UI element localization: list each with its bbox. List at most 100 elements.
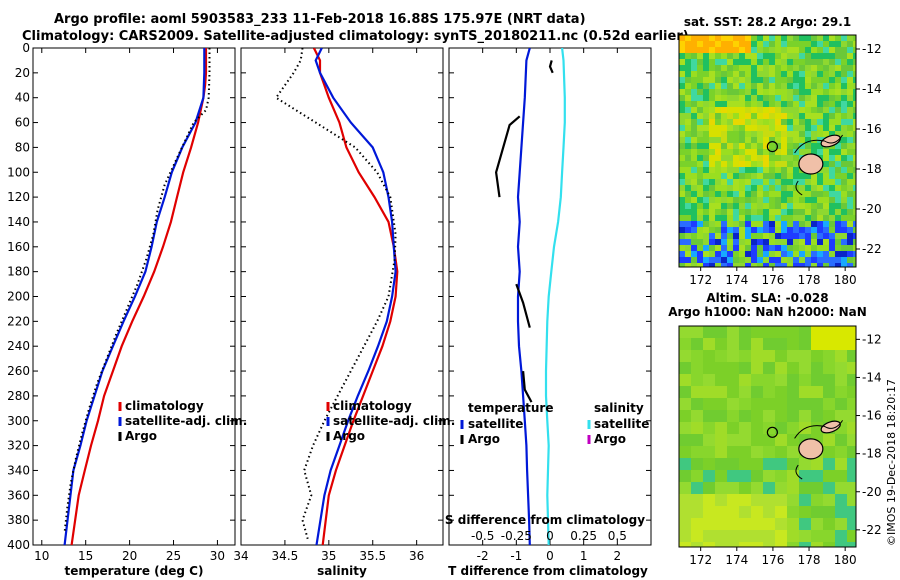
map-cell bbox=[733, 215, 740, 222]
map-cell bbox=[769, 233, 776, 240]
map-cell bbox=[793, 233, 800, 240]
map-cell bbox=[847, 410, 856, 423]
map-cell bbox=[757, 197, 764, 204]
map-cell bbox=[739, 35, 746, 42]
map-cell bbox=[727, 350, 740, 363]
map-cell bbox=[841, 107, 848, 114]
map-cell bbox=[781, 173, 788, 180]
map-cell bbox=[853, 101, 856, 108]
map-cell bbox=[799, 83, 806, 90]
map-cell bbox=[691, 245, 698, 252]
map-cell bbox=[751, 398, 764, 411]
series-line-t-argo-mid bbox=[494, 115, 521, 198]
map-cell bbox=[703, 350, 716, 363]
map-cell bbox=[691, 143, 698, 150]
map-cell bbox=[781, 227, 788, 234]
map-cell bbox=[727, 410, 740, 423]
series-line-satellite bbox=[314, 48, 397, 545]
map-cell bbox=[793, 137, 800, 144]
map-cell bbox=[751, 410, 764, 423]
map-cell bbox=[775, 494, 788, 507]
map-cell bbox=[823, 470, 836, 483]
map-cell bbox=[721, 71, 728, 78]
map-cell bbox=[703, 386, 716, 399]
map-cell bbox=[763, 518, 776, 531]
map-cell bbox=[835, 185, 842, 192]
map-cell bbox=[775, 113, 782, 120]
map-cell bbox=[679, 65, 686, 72]
map-cell bbox=[715, 386, 728, 399]
map-cell bbox=[679, 398, 692, 411]
map-cell bbox=[727, 185, 734, 192]
map-cell bbox=[799, 137, 806, 144]
map-cell bbox=[787, 263, 794, 267]
map-cell bbox=[733, 149, 740, 156]
map-cell bbox=[757, 215, 764, 222]
map-cell bbox=[847, 65, 854, 72]
map-cell bbox=[763, 155, 770, 162]
map-lat-label: -20 bbox=[862, 202, 882, 216]
map-cell bbox=[751, 257, 758, 264]
map-cell bbox=[799, 482, 812, 495]
map-cell bbox=[811, 125, 818, 132]
map-cell bbox=[775, 161, 782, 168]
map-cell bbox=[781, 77, 788, 84]
map-cell bbox=[685, 119, 692, 126]
map-cell bbox=[685, 161, 692, 168]
map-cell bbox=[781, 245, 788, 252]
map-cell bbox=[751, 251, 758, 258]
map-cell bbox=[757, 113, 764, 120]
map-cell bbox=[721, 143, 728, 150]
map-cell bbox=[691, 107, 698, 114]
map-cell bbox=[691, 446, 704, 459]
map-cell bbox=[751, 83, 758, 90]
map-cell bbox=[811, 470, 824, 483]
map-cell bbox=[685, 227, 692, 234]
map-cell bbox=[799, 71, 806, 78]
plot-frame bbox=[240, 47, 444, 546]
map-cell bbox=[781, 191, 788, 198]
map-cell bbox=[727, 245, 734, 252]
map-cell bbox=[817, 191, 824, 198]
map-cell bbox=[715, 125, 722, 132]
map-cell bbox=[847, 326, 856, 339]
map-cell bbox=[703, 47, 710, 54]
map-cell bbox=[853, 149, 856, 156]
map-cell bbox=[811, 83, 818, 90]
map-cell bbox=[685, 143, 692, 150]
map-cell bbox=[835, 506, 848, 519]
map-cell bbox=[835, 518, 848, 531]
map-cell bbox=[781, 203, 788, 210]
map-cell bbox=[715, 143, 722, 150]
map-cell bbox=[697, 221, 704, 228]
map-cell bbox=[841, 53, 848, 60]
map-cell bbox=[709, 125, 716, 132]
map-cell bbox=[685, 131, 692, 138]
map-cell bbox=[751, 518, 764, 531]
map-cell bbox=[679, 251, 686, 258]
map-cell bbox=[691, 470, 704, 483]
map-cell bbox=[769, 95, 776, 102]
map-cell bbox=[823, 107, 830, 114]
map-cell bbox=[715, 35, 722, 42]
map-cell bbox=[757, 71, 764, 78]
map-cell bbox=[715, 197, 722, 204]
map-cell bbox=[733, 77, 740, 84]
y-tick-label: 340 bbox=[7, 463, 30, 477]
map-cell bbox=[739, 350, 752, 363]
map-cell bbox=[721, 83, 728, 90]
map-cell bbox=[787, 530, 800, 543]
map-cell bbox=[775, 41, 782, 48]
map-cell bbox=[787, 173, 794, 180]
map-cell bbox=[823, 350, 836, 363]
map-cell bbox=[727, 494, 740, 507]
map-cell bbox=[781, 221, 788, 228]
map-cell bbox=[727, 41, 734, 48]
map-cell bbox=[763, 59, 770, 66]
map-cell bbox=[763, 257, 770, 264]
map-cell bbox=[733, 221, 740, 228]
map-cell bbox=[727, 149, 734, 156]
map-cell bbox=[709, 233, 716, 240]
map-cell bbox=[817, 209, 824, 216]
map-cell bbox=[847, 215, 854, 222]
